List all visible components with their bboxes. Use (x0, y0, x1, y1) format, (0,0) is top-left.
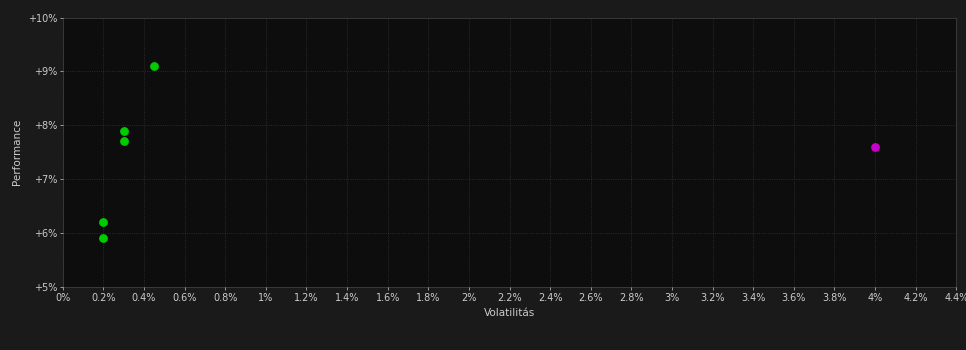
Point (147, 63, 162, 69)
Point (116, 128, 131, 133)
Point (96, 219, 111, 225)
Point (116, 139, 131, 144)
X-axis label: Volatilitás: Volatilitás (484, 308, 535, 318)
Y-axis label: Performance: Performance (13, 119, 22, 186)
Point (867, 144, 883, 150)
Point (96, 236, 111, 241)
